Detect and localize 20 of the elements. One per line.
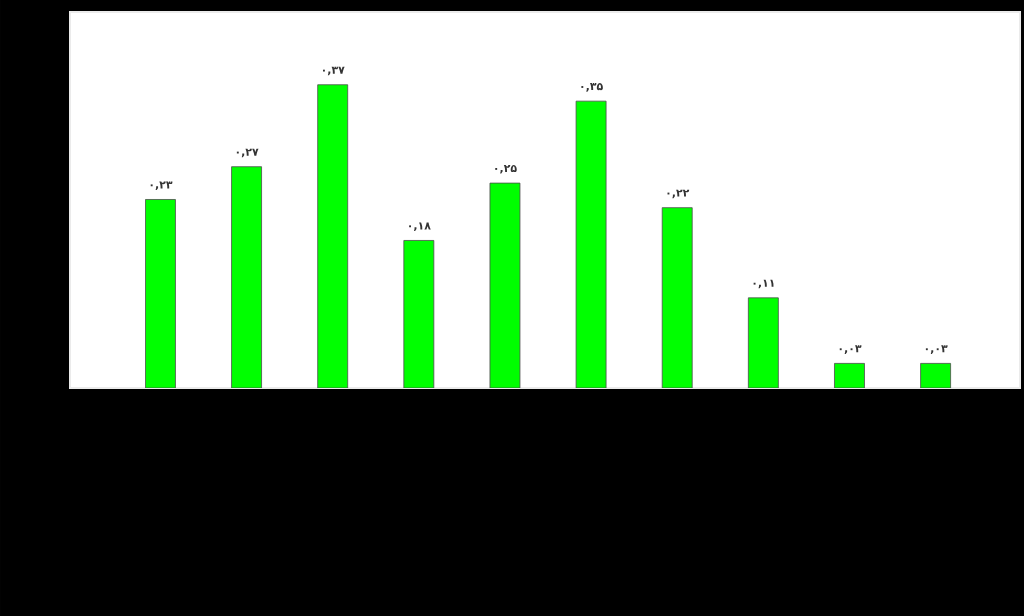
bar (920, 363, 952, 388)
data-label: ۰,۲۷ (236, 148, 259, 158)
data-label: ۰,۲۵ (495, 164, 517, 174)
bar (231, 166, 262, 388)
data-label: ۰,۰۳ (925, 345, 948, 354)
bar (661, 207, 693, 388)
data-label: ۰,۰۳ (839, 345, 862, 354)
data-label: ۰,۲۲ (667, 189, 690, 199)
bar (747, 297, 779, 388)
bar (489, 182, 521, 388)
data-label: ۰,۲۳ (150, 181, 173, 190)
data-label: ۰,۳۷ (322, 66, 345, 76)
bar (403, 240, 435, 388)
data-label: ۰,۳۵ (581, 83, 603, 92)
data-label: ۰,۱۱ (753, 279, 774, 289)
data-label: ۰,۱۸ (409, 222, 431, 231)
bar (575, 100, 607, 388)
bar (834, 363, 865, 388)
bar (317, 84, 349, 388)
bar (145, 199, 176, 388)
